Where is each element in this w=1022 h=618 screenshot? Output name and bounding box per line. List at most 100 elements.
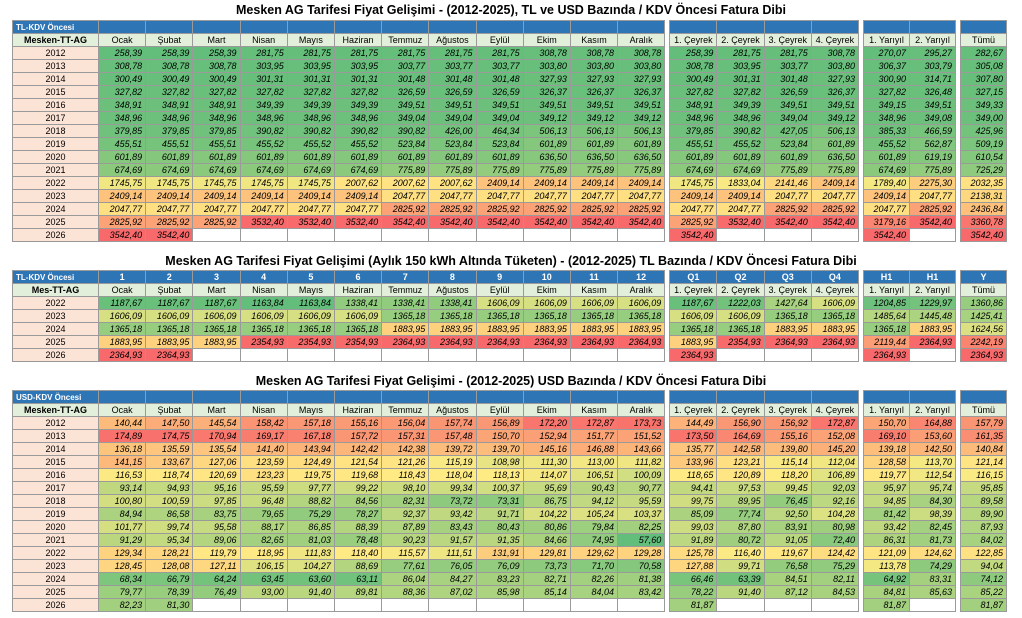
value-cell: 348,96 xyxy=(716,111,765,125)
value-cell: 455,51 xyxy=(97,137,147,151)
value-cell: 74,95 xyxy=(569,533,619,547)
value-cell: 89,81 xyxy=(333,585,383,599)
value-cell: 3360,78 xyxy=(960,215,1007,229)
value-cell: 1187,67 xyxy=(192,296,241,310)
value-cell: 145,16 xyxy=(522,442,571,456)
table-row: 2017 348,96 348,96 348,96 348,96 348,96 348,96… xyxy=(12,111,1007,125)
month-header: Kasım xyxy=(569,403,619,417)
value-cell: 1745,75 xyxy=(97,176,147,190)
value-cell: 2364,93 xyxy=(960,348,1007,362)
value-cell: 327,82 xyxy=(239,85,288,99)
value-cell: 87,02 xyxy=(428,585,477,599)
month-header: Nisan xyxy=(239,283,288,297)
gap xyxy=(664,442,670,456)
value-cell: 2354,93 xyxy=(286,335,335,349)
value-cell: 303,80 xyxy=(617,59,666,73)
value-cell: 326,37 xyxy=(617,85,666,99)
value-cell: 75,29 xyxy=(810,559,860,573)
value-cell: 170,94 xyxy=(192,429,241,443)
value-cell: 3532,40 xyxy=(716,215,765,229)
value-cell: 775,89 xyxy=(428,163,477,177)
gap xyxy=(955,59,961,73)
gap xyxy=(664,137,670,151)
value-cell: 63,45 xyxy=(239,572,288,586)
year-cell: 2017 xyxy=(12,481,99,495)
empty-cell xyxy=(716,228,765,242)
band-cell xyxy=(617,390,666,404)
empty-cell xyxy=(239,348,288,362)
value-cell: 3542,40 xyxy=(381,215,430,229)
value-cell: 348,91 xyxy=(669,98,718,112)
header-label: Mes-TT-AG xyxy=(12,283,99,297)
empty-cell xyxy=(617,598,666,612)
table-row: 2012 258,39 258,39 258,39 281,75 281,75 281,75… xyxy=(12,46,1007,60)
value-cell: 301,48 xyxy=(475,72,524,86)
gap xyxy=(664,572,670,586)
value-cell: 674,69 xyxy=(286,163,335,177)
gap xyxy=(664,335,670,349)
value-cell: 73,31 xyxy=(475,494,524,508)
value-cell: 258,39 xyxy=(145,46,194,60)
value-cell: 1606,09 xyxy=(286,309,335,323)
value-cell: 301,31 xyxy=(286,72,335,86)
gap xyxy=(955,546,961,560)
value-cell: 99,75 xyxy=(669,494,718,508)
value-cell: 77,74 xyxy=(716,507,765,521)
value-cell: 78,22 xyxy=(669,585,718,599)
value-cell: 305,08 xyxy=(960,59,1007,73)
gap xyxy=(955,598,961,612)
empty-cell xyxy=(475,228,524,242)
value-cell: 601,89 xyxy=(810,137,860,151)
value-cell: 82,71 xyxy=(522,572,571,586)
value-cell: 88,36 xyxy=(381,585,430,599)
value-cell: 152,94 xyxy=(522,429,571,443)
value-cell: 2047,77 xyxy=(286,202,335,216)
value-cell: 523,84 xyxy=(763,137,812,151)
value-cell: 139,18 xyxy=(863,442,910,456)
value-cell: 119,77 xyxy=(863,468,910,482)
value-cell: 506,13 xyxy=(810,124,860,138)
gap xyxy=(955,20,961,34)
value-cell: 2119,44 xyxy=(863,335,910,349)
table-row: 2013 308,78 308,78 308,78 303,95 303,95 303,95… xyxy=(12,59,1007,73)
gap xyxy=(955,322,961,336)
value-cell: 81,87 xyxy=(960,598,1007,612)
value-cell: 116,15 xyxy=(960,468,1007,482)
gap xyxy=(858,403,864,417)
table-row: 2019 455,51 455,51 455,51 455,52 455,52 455,52… xyxy=(12,137,1007,151)
value-cell: 601,89 xyxy=(763,150,812,164)
value-cell: 105,24 xyxy=(569,507,619,521)
value-cell: 379,85 xyxy=(192,124,241,138)
gap xyxy=(664,494,670,508)
value-cell: 2007,62 xyxy=(428,176,477,190)
value-cell: 3532,40 xyxy=(333,215,383,229)
value-cell: 1883,95 xyxy=(475,322,524,336)
quarter-header: 1. Çeyrek xyxy=(669,33,718,47)
value-cell: 118,65 xyxy=(669,468,718,482)
gap xyxy=(955,85,961,99)
month-header: Mayıs xyxy=(286,403,335,417)
value-cell: 455,52 xyxy=(333,137,383,151)
value-cell: 2364,93 xyxy=(569,335,619,349)
month-header: Mart xyxy=(192,403,241,417)
value-cell: 327,93 xyxy=(810,72,860,86)
band-number: 3 xyxy=(192,270,241,284)
value-cell: 300,49 xyxy=(97,72,147,86)
table-3-title: Mesken AG Tarifesi Fiyat Gelişimi - (201… xyxy=(255,374,767,388)
band-number: 6 xyxy=(333,270,383,284)
value-cell: 348,96 xyxy=(333,111,383,125)
month-header: Şubat xyxy=(145,403,194,417)
value-cell: 75,29 xyxy=(286,507,335,521)
value-cell: 636,50 xyxy=(617,150,666,164)
value-cell: 303,80 xyxy=(569,59,619,73)
gap xyxy=(858,20,864,34)
value-cell: 300,49 xyxy=(669,72,718,86)
value-cell: 99,45 xyxy=(763,481,812,495)
value-cell: 303,77 xyxy=(428,59,477,73)
value-cell: 123,21 xyxy=(716,455,765,469)
value-cell: 775,89 xyxy=(381,163,430,177)
value-cell: 308,78 xyxy=(522,46,571,60)
value-cell: 2047,77 xyxy=(97,202,147,216)
value-cell: 3542,40 xyxy=(617,215,666,229)
gap xyxy=(955,270,961,284)
